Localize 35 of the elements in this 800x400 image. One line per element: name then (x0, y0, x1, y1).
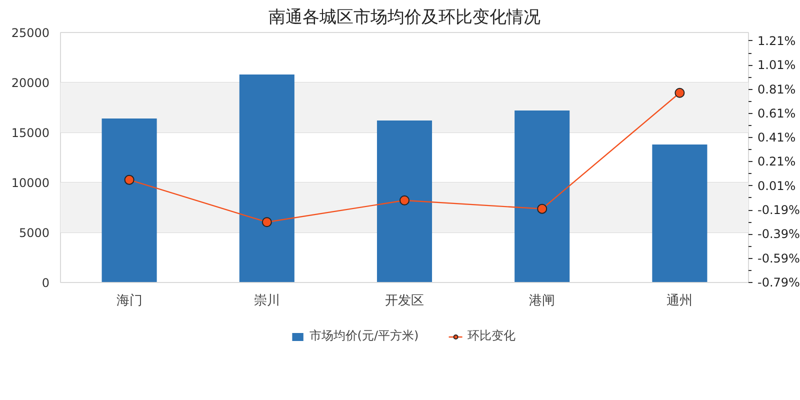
point (674, 88, 685, 98)
x-tick-label: 崇川 (254, 294, 280, 308)
bar (514, 110, 570, 282)
y-tick-label: 5000 (18, 226, 50, 240)
point (124, 174, 134, 185)
y-tick-label: 10000 (11, 176, 50, 190)
x-tick-label: 通州 (666, 294, 693, 308)
chart-title: 南通各城区市场均价及环比变化情况 (268, 8, 540, 28)
y2-tick-label: 0.01% (758, 178, 796, 193)
y2-tick-label: 1.01% (758, 58, 796, 72)
y2-tick-label: -0.39% (758, 227, 800, 242)
y2-tick-label: 0.81% (758, 82, 796, 96)
bar (102, 118, 157, 282)
y2-tick-label: 0.61% (758, 106, 796, 120)
bar (652, 144, 708, 282)
y2-tick-label: -0.19% (758, 203, 800, 218)
legend-label: 环比变化 (468, 328, 516, 344)
y2-tick-label: 0.41% (758, 130, 796, 145)
bar (376, 120, 432, 282)
x-tick-label: 港闸 (529, 294, 556, 308)
legend-label: 市场均价(元/平方米) (309, 328, 419, 344)
point (537, 204, 548, 214)
y-tick-label: 25000 (11, 26, 50, 40)
y2-tick-label: 1.21% (758, 34, 796, 48)
point (262, 217, 272, 228)
y2-tick-label: -0.59% (758, 251, 800, 266)
y2-tick-label: 0.21% (758, 154, 796, 169)
x-tick-label: 海门 (116, 292, 142, 308)
x-tick-label: 开发区 (385, 294, 424, 308)
y2-tick-label: -0.79% (758, 276, 800, 290)
y-tick-label: 20000 (11, 76, 50, 90)
bar (239, 74, 294, 282)
y-tick-label: 15000 (11, 126, 50, 140)
point (400, 195, 410, 206)
y-tick-label: 0 (42, 276, 50, 290)
